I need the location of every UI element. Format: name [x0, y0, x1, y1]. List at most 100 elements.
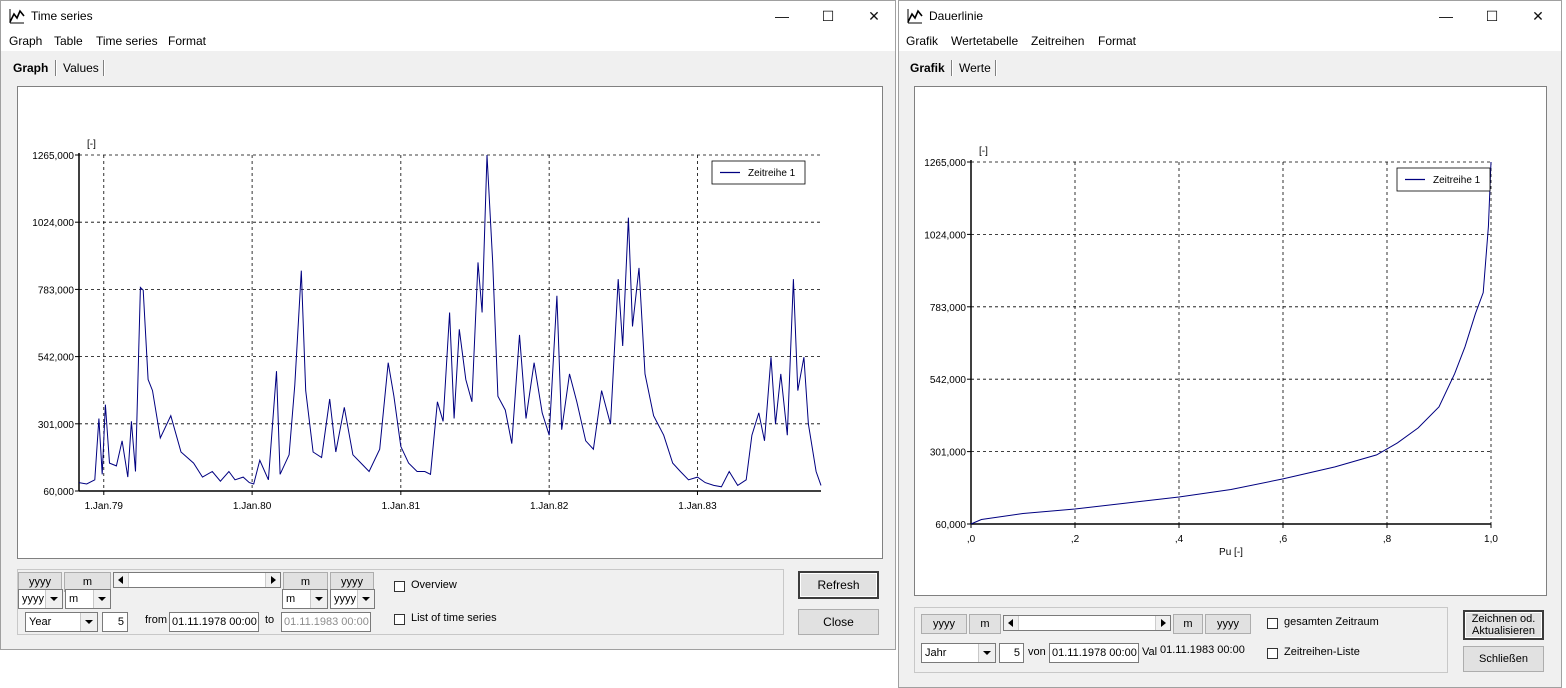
end-month-select[interactable]: m — [282, 589, 328, 609]
whole-period-checkbox[interactable] — [1267, 618, 1278, 629]
menu-zeitreihen[interactable]: Zeitreihen — [1031, 34, 1085, 48]
from-label: von — [1028, 646, 1046, 658]
scroll-right-icon[interactable] — [1155, 616, 1170, 630]
graph-panel: 60,000 301,000 542,000 783,000 1024,000 1265,… — [914, 86, 1547, 596]
close-button[interactable]: Schließen — [1463, 646, 1544, 672]
period-select[interactable]: Year — [25, 612, 98, 632]
close-button[interactable]: Close — [798, 609, 879, 635]
year-forward-button[interactable]: yyyy — [330, 572, 374, 592]
list-checkbox[interactable] — [394, 614, 405, 625]
menu-bar: Graph Table Time series Format — [1, 31, 895, 51]
duration-curve-chart: 60,000 301,000 542,000 783,000 1024,000 1265,… — [924, 146, 1498, 558]
time-controls-group — [914, 607, 1448, 673]
tab-grafik[interactable]: Grafik — [910, 61, 945, 75]
month-back-button[interactable]: m — [969, 614, 1001, 634]
maximize-button[interactable]: ☐ — [1485, 8, 1499, 24]
x-tick-label: 1,0 — [1484, 534, 1498, 545]
refresh-button[interactable]: Refresh — [798, 571, 879, 599]
y-tick-label: 783,000 — [930, 303, 967, 314]
month-forward-button[interactable]: m — [283, 572, 328, 592]
to-date-field: 01.11.1983 00:00 — [281, 612, 371, 632]
time-scrollbar[interactable] — [113, 572, 281, 588]
x-tick-label: 1.Jan.79 — [85, 501, 124, 512]
tab-werte[interactable]: Werte — [959, 61, 991, 75]
chevron-down-icon[interactable] — [978, 644, 995, 662]
draw-update-button[interactable]: Zeichnen od. Aktualisieren — [1463, 610, 1544, 640]
y-unit-label: [-] — [979, 146, 988, 157]
y-unit-label: [-] — [87, 139, 96, 150]
menu-table[interactable]: Table — [54, 34, 83, 48]
close-window-button[interactable]: ✕ — [868, 8, 880, 24]
y-tick-label: 1024,000 — [32, 218, 74, 229]
chevron-down-icon[interactable] — [80, 613, 97, 631]
tab-separator — [951, 60, 953, 76]
legend-box — [711, 160, 806, 185]
menu-format[interactable]: Format — [1098, 34, 1137, 48]
overview-checkbox[interactable] — [394, 581, 405, 592]
window-title: Dauerlinie — [929, 9, 984, 23]
tab-values[interactable]: Values — [63, 61, 99, 75]
from-date-field[interactable]: 01.11.1978 00:00 — [1049, 643, 1139, 663]
scroll-left-icon[interactable] — [1004, 616, 1019, 630]
x-tick-label: 1.Jan.82 — [530, 501, 569, 512]
scroll-left-icon[interactable] — [114, 573, 129, 587]
menu-wertetabelle[interactable]: Wertetabelle — [951, 34, 1019, 48]
series-list-label[interactable]: Zeitreihen-Liste — [1284, 646, 1360, 658]
series-list-checkbox[interactable] — [1267, 648, 1278, 659]
whole-period-label[interactable]: gesamten Zeitraum — [1284, 616, 1379, 628]
menu-time-series[interactable]: Time series — [96, 34, 158, 48]
graph-panel: 60,000 301,000 542,000 783,000 1024,000 1265,… — [17, 86, 883, 559]
end-year-select[interactable]: yyyy — [330, 589, 375, 609]
draw-update-line1: Zeichnen od. — [1471, 613, 1536, 625]
menu-format[interactable]: Format — [168, 34, 207, 48]
x-tick-label: ,4 — [1175, 534, 1184, 545]
year-forward-button[interactable]: yyyy — [1205, 614, 1251, 634]
chevron-down-icon[interactable] — [93, 590, 110, 608]
minimize-button[interactable]: — — [775, 8, 789, 24]
year-back-button[interactable]: yyyy — [921, 614, 967, 634]
duration-curve-window: Dauerlinie — ☐ ✕ Grafik Wertetabelle Zei… — [898, 0, 1562, 688]
y-tick-label: 542,000 — [38, 353, 75, 364]
time-series-chart: 60,000 301,000 542,000 783,000 1024,000 1265,… — [32, 139, 822, 512]
period-count-field[interactable]: 5 — [999, 643, 1024, 663]
chart-app-icon — [907, 9, 923, 24]
tab-graph[interactable]: Graph — [13, 61, 49, 75]
period-select[interactable]: Jahr — [921, 643, 996, 663]
y-tick-label: 301,000 — [38, 420, 75, 431]
window-title: Time series — [31, 9, 93, 23]
menu-grafik[interactable]: Grafik — [906, 34, 939, 48]
scroll-right-icon[interactable] — [265, 573, 280, 587]
month-forward-button[interactable]: m — [1173, 614, 1203, 634]
period-count-field[interactable]: 5 — [102, 612, 128, 632]
overview-label[interactable]: Overview — [411, 579, 457, 591]
close-window-button[interactable]: ✕ — [1532, 8, 1544, 24]
start-year-select[interactable]: yyyy — [18, 589, 63, 609]
y-tick-label: 1265,000 — [924, 158, 966, 169]
title-bar: Time series — ☐ ✕ — [1, 1, 895, 31]
to-label: Val — [1142, 646, 1158, 658]
menu-graph[interactable]: Graph — [9, 34, 43, 48]
menu-bar: Grafik Wertetabelle Zeitreihen Format — [899, 31, 1561, 51]
time-scrollbar[interactable] — [1003, 615, 1171, 631]
to-label: to — [265, 614, 275, 626]
from-label: from — [145, 614, 167, 626]
x-tick-label: 1.Jan.83 — [678, 501, 717, 512]
maximize-button[interactable]: ☐ — [821, 8, 835, 24]
chevron-down-icon[interactable] — [357, 590, 374, 608]
legend-label: Zeitreihe 1 — [748, 168, 796, 179]
x-tick-label: ,0 — [967, 534, 976, 545]
draw-update-line2: Aktualisieren — [1472, 625, 1535, 637]
chevron-down-icon[interactable] — [310, 590, 327, 608]
minimize-button[interactable]: — — [1439, 8, 1453, 24]
tab-separator — [103, 60, 105, 76]
title-bar: Dauerlinie — ☐ ✕ — [899, 1, 1561, 31]
series-line — [970, 161, 1492, 525]
start-month-select[interactable]: m — [65, 589, 111, 609]
legend-label: Zeitreihe 1 — [1433, 175, 1481, 186]
y-tick-label: 60,000 — [43, 487, 74, 498]
x-tick-label: ,8 — [1383, 534, 1392, 545]
time-controls-group — [17, 569, 784, 635]
from-date-field[interactable]: 01.11.1978 00:00 — [169, 612, 259, 632]
chevron-down-icon[interactable] — [45, 590, 62, 608]
list-label[interactable]: List of time series — [411, 612, 497, 624]
